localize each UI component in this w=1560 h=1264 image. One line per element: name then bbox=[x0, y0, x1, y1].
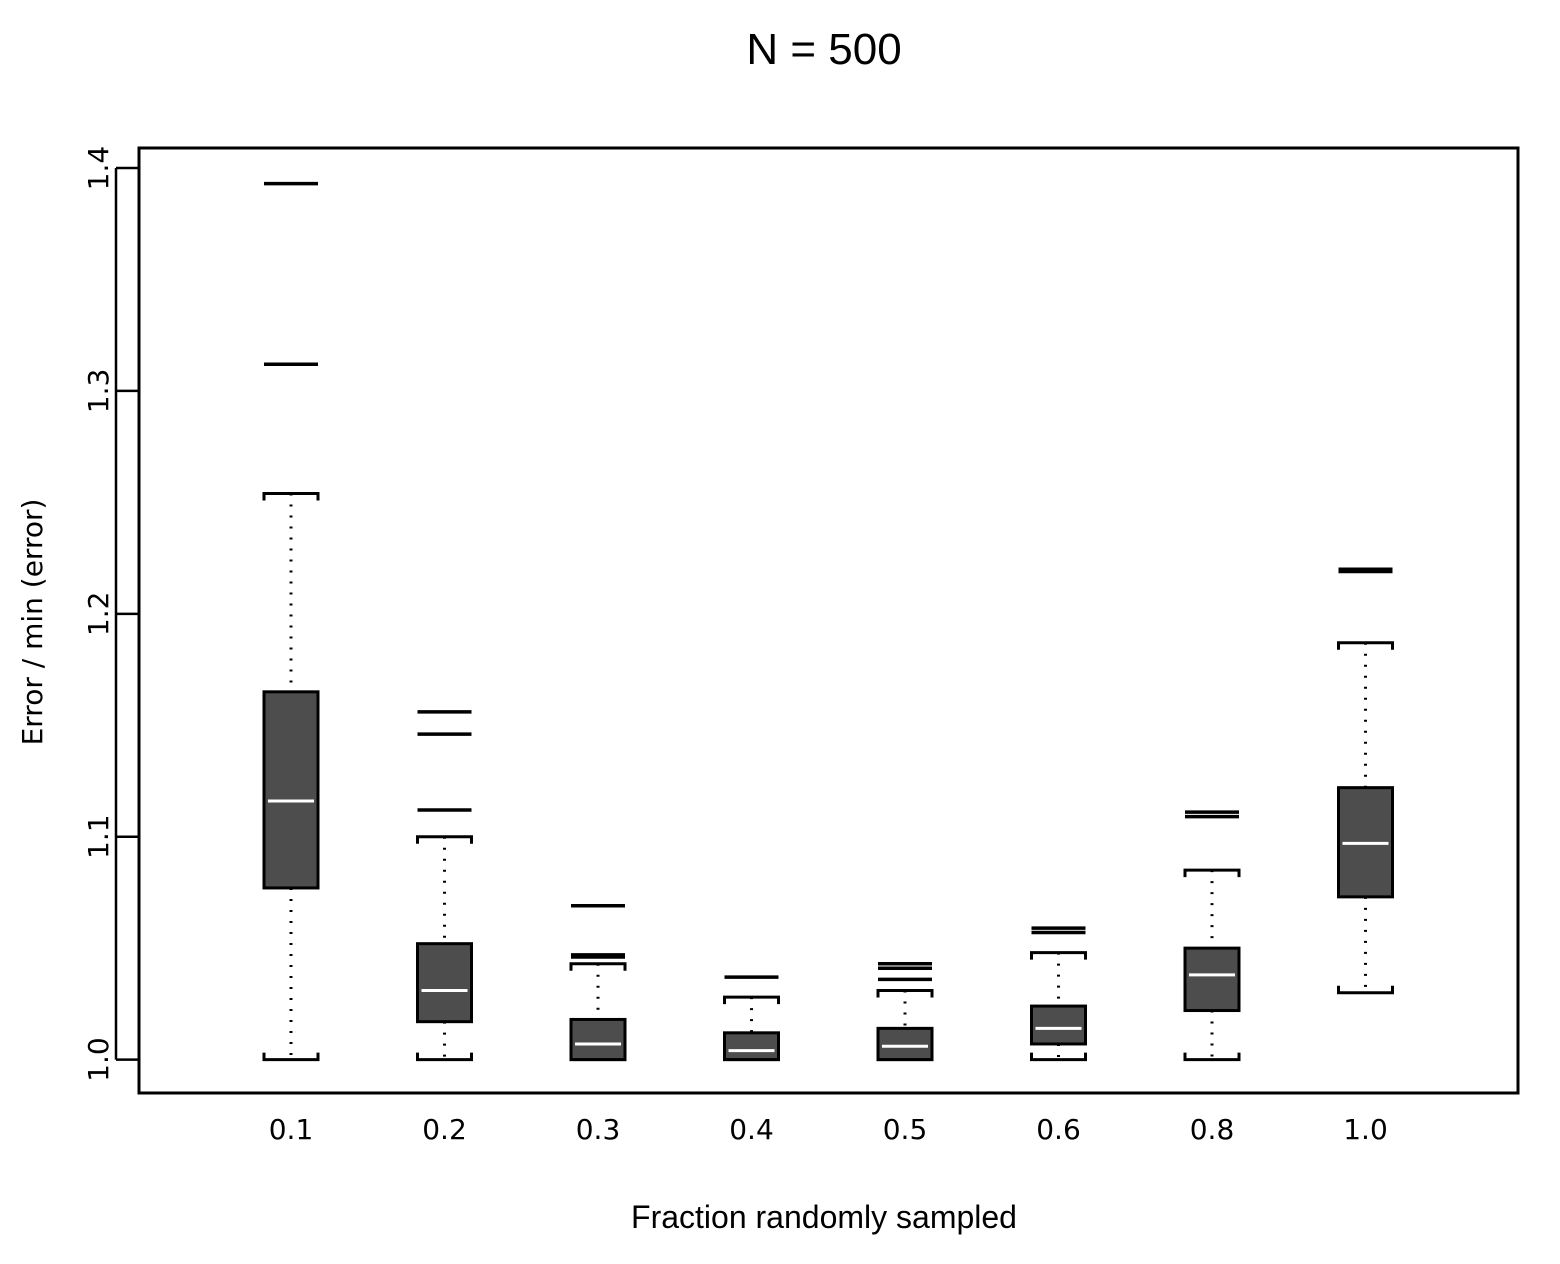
x-tick-label: 0.1 bbox=[269, 1113, 314, 1146]
whisker-cap-lower bbox=[262, 1052, 320, 1062]
whisker-cap-lower bbox=[1183, 1052, 1241, 1062]
box-group-0.1 bbox=[262, 181, 320, 1062]
box-iqr bbox=[262, 690, 320, 890]
box-group-0.3 bbox=[569, 904, 627, 1062]
x-axis: 0.1 0.2 0.3 0.4 0.5 0.6 0.8 1.0 bbox=[269, 1113, 1388, 1146]
box-iqr bbox=[1030, 1004, 1087, 1046]
x-tick-label: 0.2 bbox=[422, 1113, 467, 1146]
whisker-cap-upper bbox=[1183, 868, 1241, 878]
whisker-cap-lower bbox=[1337, 985, 1394, 995]
whisker-cap-upper bbox=[723, 995, 780, 1005]
y-tick-label: 1.2 bbox=[82, 592, 115, 637]
chart-title: N = 500 bbox=[746, 25, 901, 74]
x-tick-label: 0.6 bbox=[1036, 1113, 1081, 1146]
y-tick-label: 1.0 bbox=[82, 1037, 115, 1082]
box-iqr bbox=[569, 1017, 627, 1062]
whisker-cap-upper bbox=[1030, 951, 1087, 960]
box-group-0.2 bbox=[416, 710, 473, 1062]
box-series bbox=[262, 181, 1394, 1062]
box-group-0.8 bbox=[1183, 810, 1241, 1062]
box-iqr bbox=[723, 1031, 780, 1062]
x-tick-label: 0.8 bbox=[1190, 1113, 1235, 1146]
y-axis: 1.0 1.1 1.2 1.3 1.4 bbox=[82, 146, 139, 1082]
y-tick-label: 1.3 bbox=[82, 369, 115, 414]
y-tick-label: 1.4 bbox=[82, 146, 115, 191]
box-iqr bbox=[876, 1026, 934, 1062]
plot-frame bbox=[137, 146, 1520, 1095]
box-group-0.4 bbox=[723, 975, 780, 1062]
whisker-cap-upper bbox=[1337, 641, 1394, 650]
whisker-cap-upper bbox=[416, 835, 473, 844]
box-group-0.5 bbox=[876, 961, 934, 1062]
box-group-1.0 bbox=[1337, 567, 1394, 995]
x-tick-label: 0.4 bbox=[729, 1113, 774, 1146]
y-tick-label: 1.1 bbox=[82, 814, 115, 859]
box-iqr bbox=[416, 942, 473, 1024]
whisker-cap-upper bbox=[876, 988, 934, 998]
whisker-cap-upper bbox=[262, 491, 320, 501]
box-iqr bbox=[1183, 946, 1241, 1013]
whisker-cap-upper bbox=[569, 962, 627, 971]
x-axis-label: Fraction randomly sampled bbox=[631, 1199, 1017, 1235]
box-group-0.6 bbox=[1030, 926, 1087, 1062]
x-tick-label: 0.5 bbox=[883, 1113, 928, 1146]
x-tick-label: 0.3 bbox=[576, 1113, 621, 1146]
whisker-cap-lower bbox=[416, 1052, 473, 1062]
x-tick-label: 1.0 bbox=[1343, 1113, 1388, 1146]
whisker-cap-lower bbox=[1030, 1052, 1087, 1062]
y-axis-label: Error / min (error) bbox=[16, 499, 49, 746]
